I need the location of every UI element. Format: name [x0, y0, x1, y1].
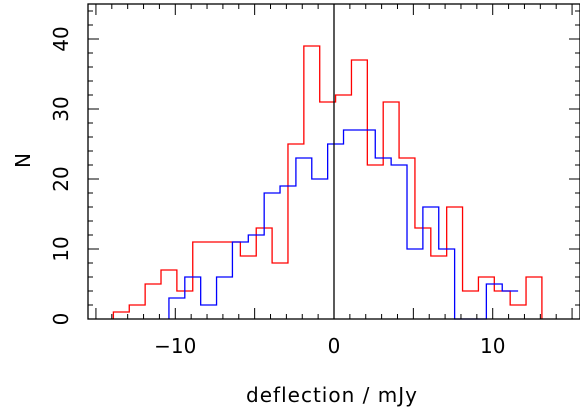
series-1-bin [407, 249, 423, 319]
series-0-outline [112, 45, 543, 319]
series-1-bin [264, 193, 280, 319]
y-tick-label: 30 [49, 96, 73, 121]
series-1-outline [168, 129, 519, 320]
series-1-bin [328, 144, 344, 319]
series-0-bin [129, 305, 145, 319]
series-0-bin [145, 284, 161, 319]
y-axis-title: N [11, 152, 35, 168]
series-1-bin [391, 165, 407, 319]
series-0-bin [463, 291, 479, 319]
series-1-bin [423, 207, 439, 319]
series-1-bin [439, 249, 455, 319]
x-axis-title: deflection / mJy [246, 383, 418, 407]
x-tick-label: −10 [154, 334, 196, 358]
series-1-bin [201, 305, 217, 319]
series-0 [112, 45, 543, 319]
series-1-bin [486, 284, 502, 319]
series-1-bin [312, 179, 328, 319]
y-tick-label: 0 [49, 313, 73, 326]
series-1-bin [359, 130, 375, 319]
series-1-bin [248, 235, 264, 319]
series-0-bin [113, 312, 129, 319]
series-1-bin [375, 158, 391, 319]
series-1-bin [169, 298, 185, 319]
series-0-bin [526, 277, 542, 319]
series-1-bin [185, 277, 201, 319]
series-1 [168, 129, 519, 320]
y-tick-label: 10 [49, 236, 73, 261]
y-tick-label: 20 [49, 166, 73, 191]
axes-layer: −10 0 10 0 10 20 30 40 [49, 3, 580, 358]
x-tick-label: 10 [480, 334, 505, 358]
series-1-bin [232, 242, 248, 319]
x-tick-label: 0 [328, 334, 341, 358]
series-1-bin [502, 291, 518, 319]
series-1-bin [296, 158, 312, 319]
series-layer [112, 45, 543, 320]
y-tick-label: 40 [49, 26, 73, 51]
series-1-bin [280, 186, 296, 319]
series-1-bin [217, 277, 233, 319]
series-1-bin [344, 130, 360, 319]
